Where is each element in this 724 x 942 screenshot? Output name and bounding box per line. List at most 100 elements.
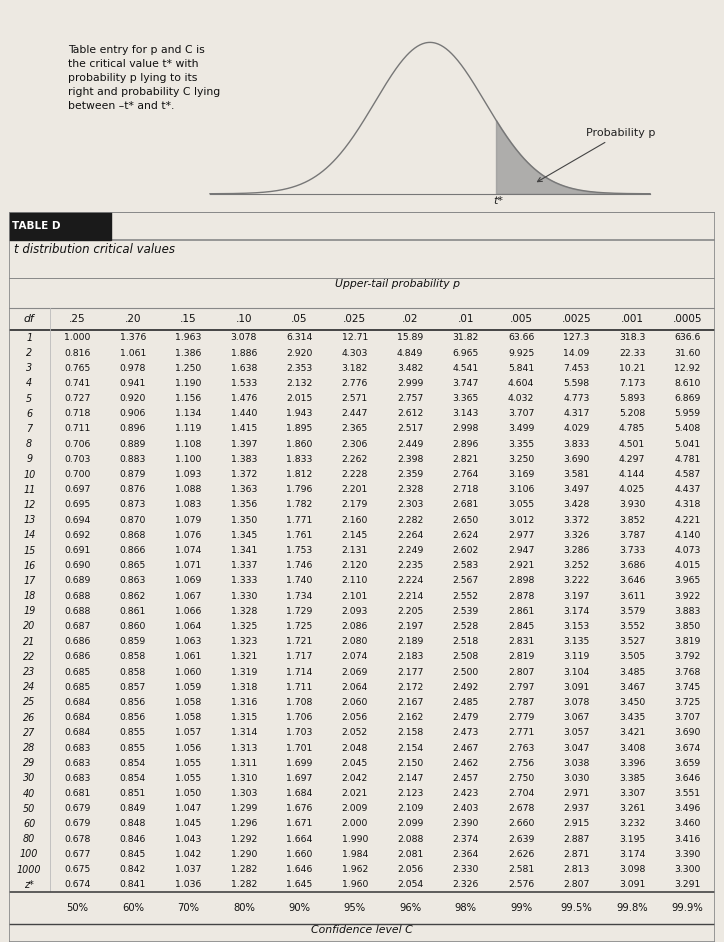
Text: 2.205: 2.205: [397, 607, 424, 616]
Text: 2.172: 2.172: [397, 683, 424, 691]
Text: 1.323: 1.323: [231, 637, 257, 646]
Text: 1.328: 1.328: [231, 607, 257, 616]
Text: 2.015: 2.015: [286, 394, 313, 403]
Text: .0005: .0005: [673, 315, 702, 324]
Text: 3.104: 3.104: [563, 668, 590, 676]
Text: 2.500: 2.500: [452, 668, 479, 676]
Text: 2.528: 2.528: [452, 622, 479, 631]
Text: 1: 1: [26, 333, 33, 343]
Text: 2.249: 2.249: [397, 546, 424, 555]
Text: 4.318: 4.318: [674, 500, 701, 510]
Text: 2.147: 2.147: [397, 774, 424, 783]
Text: 2.449: 2.449: [397, 440, 424, 448]
Text: 4.781: 4.781: [674, 455, 701, 463]
Text: 3.707: 3.707: [674, 713, 701, 723]
Text: 3.300: 3.300: [674, 865, 701, 874]
Text: 0.690: 0.690: [64, 561, 90, 570]
Text: 1000: 1000: [17, 865, 41, 874]
Text: 2.403: 2.403: [452, 804, 479, 813]
Text: 3.055: 3.055: [508, 500, 534, 510]
Text: 2.861: 2.861: [508, 607, 534, 616]
Text: 0.858: 0.858: [119, 653, 146, 661]
Text: 3.707: 3.707: [508, 409, 534, 418]
Text: 0.876: 0.876: [119, 485, 146, 495]
Text: 1.066: 1.066: [175, 607, 201, 616]
Text: 0.686: 0.686: [64, 653, 90, 661]
Text: 1.079: 1.079: [175, 515, 201, 525]
Text: 3.850: 3.850: [675, 622, 701, 631]
Text: 3.372: 3.372: [563, 515, 590, 525]
Text: 25: 25: [23, 697, 35, 707]
Text: 99.9%: 99.9%: [672, 903, 704, 914]
Text: 2.131: 2.131: [342, 546, 368, 555]
Text: 0.691: 0.691: [64, 546, 90, 555]
Text: 3.690: 3.690: [674, 728, 701, 738]
Text: .01: .01: [458, 315, 474, 324]
Text: 0.854: 0.854: [119, 774, 146, 783]
Text: 2.045: 2.045: [342, 758, 368, 768]
Text: 70%: 70%: [177, 903, 199, 914]
Text: 1.383: 1.383: [231, 455, 257, 463]
Text: 0.686: 0.686: [64, 637, 90, 646]
Text: 2.158: 2.158: [397, 728, 424, 738]
Text: 0.870: 0.870: [119, 515, 146, 525]
Text: 4.029: 4.029: [563, 425, 590, 433]
Text: .001: .001: [620, 315, 644, 324]
Text: 1.037: 1.037: [175, 865, 201, 874]
Text: 12: 12: [23, 500, 35, 510]
Text: 4.541: 4.541: [452, 364, 479, 373]
Text: 1.701: 1.701: [286, 743, 313, 753]
Text: 96%: 96%: [399, 903, 421, 914]
Text: 2.154: 2.154: [397, 743, 424, 753]
Text: 2.819: 2.819: [508, 653, 534, 661]
Text: 1.699: 1.699: [286, 758, 313, 768]
Text: 4.303: 4.303: [342, 349, 368, 358]
Text: 0.860: 0.860: [119, 622, 146, 631]
Text: 19: 19: [23, 607, 35, 616]
Text: 4.785: 4.785: [619, 425, 645, 433]
Text: 2.179: 2.179: [342, 500, 368, 510]
Text: 4.297: 4.297: [619, 455, 645, 463]
Text: .20: .20: [125, 315, 141, 324]
Text: 3.499: 3.499: [508, 425, 534, 433]
Text: 2.064: 2.064: [342, 683, 368, 691]
Text: Upper-tail probability p: Upper-tail probability p: [334, 279, 460, 289]
Text: 2.576: 2.576: [508, 880, 534, 889]
Text: 2.764: 2.764: [452, 470, 479, 479]
Text: 2.123: 2.123: [397, 789, 424, 798]
Text: 3.883: 3.883: [674, 607, 701, 616]
Text: 3.143: 3.143: [452, 409, 479, 418]
Text: 2.660: 2.660: [508, 820, 534, 828]
Text: 2.069: 2.069: [342, 668, 368, 676]
Text: 10: 10: [23, 469, 35, 479]
Text: 5.408: 5.408: [675, 425, 701, 433]
Text: 3.467: 3.467: [619, 683, 645, 691]
Text: 3.078: 3.078: [563, 698, 590, 706]
Text: 0.906: 0.906: [119, 409, 146, 418]
Text: 2.771: 2.771: [508, 728, 534, 738]
Text: 1.684: 1.684: [286, 789, 313, 798]
Text: 1.119: 1.119: [175, 425, 201, 433]
Text: 3.286: 3.286: [563, 546, 590, 555]
Text: 5.208: 5.208: [619, 409, 645, 418]
Text: 11: 11: [23, 485, 35, 495]
Text: 22.33: 22.33: [619, 349, 645, 358]
Text: 3.852: 3.852: [619, 515, 645, 525]
Text: 3.057: 3.057: [563, 728, 590, 738]
Text: 100: 100: [20, 850, 38, 859]
Text: 0.849: 0.849: [119, 804, 146, 813]
Text: 15: 15: [23, 545, 35, 556]
Text: 3.067: 3.067: [563, 713, 590, 723]
Text: 0.718: 0.718: [64, 409, 90, 418]
Text: 2.056: 2.056: [342, 713, 368, 723]
Text: 0.978: 0.978: [119, 364, 146, 373]
Text: 2.718: 2.718: [452, 485, 479, 495]
Text: 2.999: 2.999: [397, 379, 424, 388]
Text: 2.915: 2.915: [563, 820, 590, 828]
Text: 3.250: 3.250: [508, 455, 534, 463]
Text: 0.697: 0.697: [64, 485, 90, 495]
Text: 3.078: 3.078: [231, 333, 257, 342]
Text: 2.971: 2.971: [563, 789, 590, 798]
Text: 3.428: 3.428: [563, 500, 590, 510]
Text: Table entry for p and C is
the critical value t* with
probability p lying to its: Table entry for p and C is the critical …: [68, 45, 220, 111]
